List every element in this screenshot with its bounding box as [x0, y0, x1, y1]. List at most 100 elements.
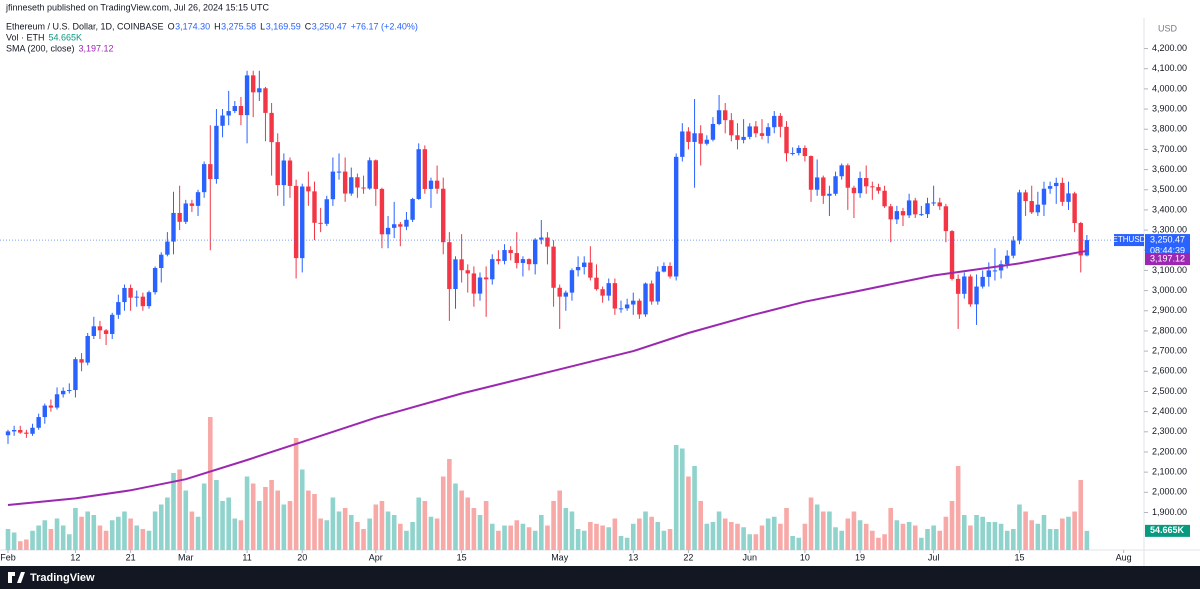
candle-body [349, 177, 354, 194]
candle-body [569, 270, 575, 293]
candle-body [882, 190, 887, 207]
volume-bar [312, 494, 317, 550]
legend-ohlc-value: 3,169.59 [266, 21, 301, 31]
volume-bar [729, 522, 734, 550]
volume-bar [195, 516, 201, 550]
candle-body [36, 417, 41, 428]
volume-bar [85, 511, 90, 550]
volume-bar [814, 504, 820, 550]
candle-body [146, 292, 152, 307]
volume-bar [238, 520, 244, 550]
candle-body [434, 180, 440, 189]
volume-bar [269, 480, 274, 550]
countdown: 08:44:39 [1150, 245, 1185, 255]
volume-bar [30, 530, 35, 550]
x-tick-label: May [551, 552, 569, 562]
candle-body [97, 326, 103, 331]
volume-bar [765, 518, 771, 550]
candle-body [502, 250, 507, 261]
y-tick-label: 2,500.00 [1152, 386, 1187, 396]
candle-body [931, 202, 936, 204]
volume-bar [1084, 530, 1090, 550]
volume-bar [643, 511, 648, 550]
candle-body [251, 75, 256, 93]
volume-bar [201, 483, 207, 550]
volume-bar [122, 511, 127, 550]
sma-tag: 3,197.12 [1150, 253, 1185, 263]
publisher: jfinneseth published on TradingView.com,… [5, 2, 270, 12]
candle-body [18, 429, 23, 433]
volume-bar [986, 522, 992, 550]
volume-bar [60, 525, 66, 550]
x-tick-label: Mar [178, 552, 194, 562]
volume-bar [496, 530, 501, 550]
candle-body [759, 133, 765, 136]
y-tick-label: 3,600.00 [1152, 164, 1187, 174]
volume-bar [232, 518, 238, 550]
candle-body [11, 429, 17, 432]
candle-body [30, 427, 35, 434]
candle-body [698, 133, 703, 144]
candle-body [962, 276, 967, 294]
volume-bar [919, 537, 924, 550]
candle-body [42, 405, 47, 418]
candle-body [263, 88, 268, 113]
volume-bar [342, 508, 348, 550]
volume-bar [722, 518, 728, 550]
candle-body [1041, 188, 1047, 205]
volume-bar [244, 476, 250, 550]
volume-bar [808, 497, 814, 550]
volume-bar [453, 483, 458, 550]
volume-bar [207, 417, 213, 550]
legend-sma-value: 3,197.12 [79, 43, 114, 53]
candle-body [373, 160, 378, 189]
candle-body [5, 431, 11, 436]
candle-body [747, 126, 752, 137]
candle-body [753, 126, 759, 134]
volume-bar [398, 523, 403, 550]
volume-bar [1066, 516, 1071, 550]
y-tick-label: 3,100.00 [1152, 265, 1187, 275]
volume-bar [851, 511, 857, 550]
candle-body [244, 75, 250, 116]
volume-bar [968, 525, 973, 550]
volume-bar [771, 516, 777, 550]
candle-body [379, 188, 385, 235]
candle-body [428, 180, 434, 189]
volume-bar [1041, 515, 1047, 550]
volume-bar [888, 508, 894, 550]
legend-ohlc-value: 3,174.30 [175, 21, 210, 31]
volume-bar [152, 511, 158, 550]
volume-bar [943, 516, 949, 550]
legend-ohlc-key: L [260, 21, 265, 31]
candle-body [416, 149, 421, 200]
candle-body [275, 142, 280, 186]
legend-ohlc-key: C [305, 21, 312, 31]
candle-body [465, 270, 470, 274]
candle-body [974, 286, 979, 305]
volume-bar [839, 530, 844, 550]
candle-body [91, 326, 97, 336]
sma-tag-box [1145, 253, 1190, 266]
volume-bar [514, 520, 520, 550]
volume-bar [1047, 529, 1053, 550]
volume-bar [73, 508, 78, 550]
volume-bar [820, 511, 826, 550]
candle-body [367, 160, 372, 189]
y-tick-label: 2,300.00 [1152, 426, 1187, 436]
candle-body [680, 131, 685, 157]
footer-bar [0, 566, 1200, 589]
volume-bar [882, 534, 887, 550]
volume-bar [532, 530, 538, 550]
candle-body [1084, 240, 1090, 256]
candle-body [165, 241, 170, 255]
candle-body [269, 112, 274, 143]
candle-body [563, 292, 569, 297]
volume-bar [299, 469, 305, 550]
candle-body [79, 359, 84, 363]
volume-bar [36, 525, 41, 550]
volume-bar [606, 527, 612, 550]
candle-body [673, 156, 679, 277]
candle-body [539, 237, 544, 240]
y-tick-label: 3,900.00 [1152, 103, 1187, 113]
